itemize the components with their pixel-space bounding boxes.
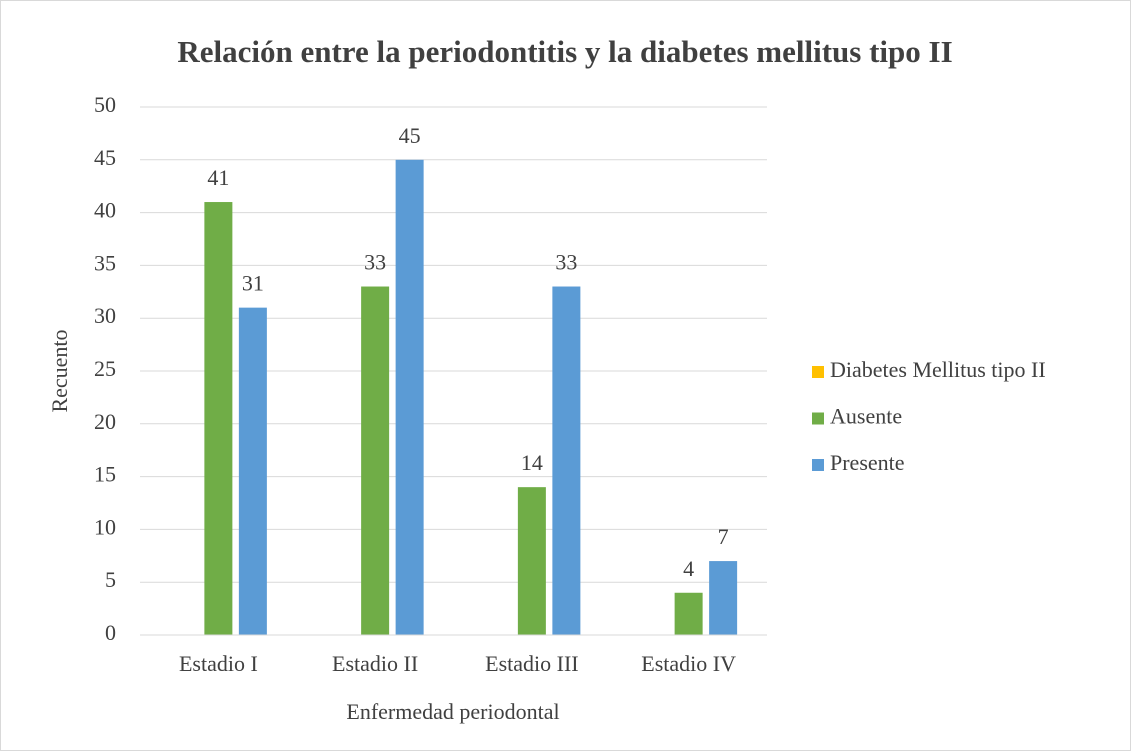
bar <box>674 592 703 635</box>
y-tick-label: 5 <box>105 567 116 592</box>
bar <box>709 561 738 635</box>
bar <box>238 307 267 635</box>
y-tick-label: 15 <box>94 462 116 487</box>
legend-label: Presente <box>830 450 905 475</box>
data-label: 33 <box>364 250 386 275</box>
y-tick-label: 50 <box>94 92 116 117</box>
legend-label: Ausente <box>830 404 902 429</box>
data-label: 14 <box>521 450 543 475</box>
data-label: 41 <box>207 165 229 190</box>
y-tick-label: 20 <box>94 409 116 434</box>
data-label: 31 <box>242 271 264 296</box>
y-tick-label: 35 <box>94 250 116 275</box>
data-label: 4 <box>683 556 694 581</box>
legend-swatch <box>812 366 824 378</box>
x-tick-label: Estadio II <box>332 651 418 676</box>
x-tick-label: Estadio IV <box>641 651 736 676</box>
x-axis-label: Enfermedad periodontal <box>346 699 559 724</box>
chart-title: Relación entre la periodontitis y la dia… <box>177 34 952 69</box>
data-label: 7 <box>718 524 729 549</box>
y-tick-label: 25 <box>94 356 116 381</box>
y-axis-label: Recuento <box>47 329 72 412</box>
bar <box>204 202 233 636</box>
x-tick-label: Estadio I <box>179 651 258 676</box>
y-tick-label: 45 <box>94 145 116 170</box>
bar <box>395 159 424 636</box>
y-tick-label: 0 <box>105 620 116 645</box>
y-tick-label: 40 <box>94 198 116 223</box>
data-label: 45 <box>399 123 421 148</box>
y-tick-label: 30 <box>94 303 116 328</box>
y-tick-label: 10 <box>94 514 116 539</box>
x-tick-label: Estadio III <box>485 651 578 676</box>
bar <box>361 286 390 635</box>
legend-label: Diabetes Mellitus tipo II <box>830 357 1046 382</box>
bar <box>517 487 546 635</box>
legend-swatch <box>812 412 824 425</box>
data-label: 33 <box>555 250 577 275</box>
legend-swatch <box>812 459 824 471</box>
bar <box>552 286 581 635</box>
